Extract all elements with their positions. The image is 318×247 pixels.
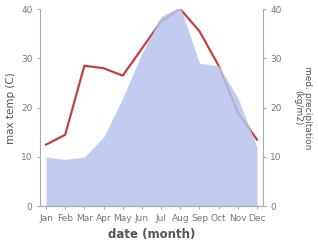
X-axis label: date (month): date (month)	[108, 228, 195, 242]
Y-axis label: med. precipitation
(kg/m2): med. precipitation (kg/m2)	[293, 66, 313, 149]
Y-axis label: max temp (C): max temp (C)	[5, 72, 16, 144]
